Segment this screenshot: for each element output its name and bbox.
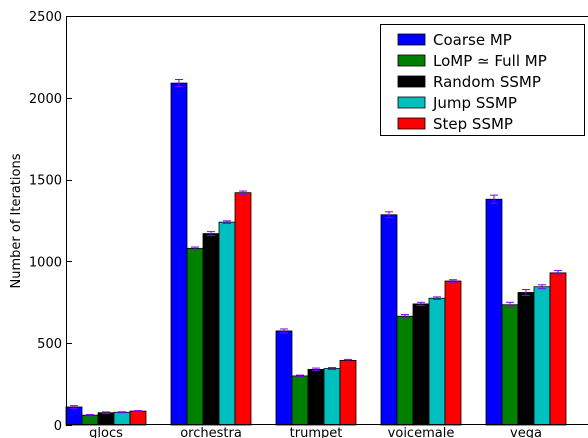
bar xyxy=(501,304,519,426)
x-axis: glocs orchestra trumpet voicemale vega xyxy=(89,420,542,438)
legend-label: Step SSMP xyxy=(433,115,513,133)
bar xyxy=(412,303,430,426)
bar xyxy=(533,286,551,426)
bar xyxy=(444,280,462,426)
legend-swatch xyxy=(397,96,426,109)
y-tick-label: 500 xyxy=(37,337,62,352)
bar xyxy=(81,414,99,426)
bar xyxy=(323,368,341,426)
legend-label: Coarse MP xyxy=(433,31,512,49)
bar xyxy=(517,292,535,426)
legend-swatch xyxy=(397,75,426,88)
y-tick-label: 1000 xyxy=(29,255,62,270)
bar xyxy=(170,82,188,426)
bar xyxy=(291,375,309,426)
legend-swatch xyxy=(397,117,426,130)
legend-label: Random SSMP xyxy=(433,73,541,91)
y-tick-label: 0 xyxy=(54,419,62,434)
y-tick-label: 2500 xyxy=(29,10,62,25)
bar xyxy=(396,315,414,426)
y-tick-label: 2000 xyxy=(29,92,62,107)
x-tick-label: glocs xyxy=(89,426,123,438)
bar xyxy=(202,233,220,426)
legend: Coarse MP LoMP ≃ Full MP Random SSMP Jump S… xyxy=(380,24,585,136)
bar xyxy=(129,410,147,426)
bar xyxy=(65,406,83,426)
x-tick-label: trumpet xyxy=(290,426,343,438)
y-tick-label: 1500 xyxy=(29,174,62,189)
legend-label: Jump SSMP xyxy=(432,94,517,112)
error-bars-layer xyxy=(70,78,562,417)
bar xyxy=(380,214,398,426)
legend-label: LoMP ≃ Full MP xyxy=(433,52,547,70)
bar xyxy=(549,272,567,426)
bar xyxy=(339,359,357,426)
bar xyxy=(428,297,446,426)
legend-swatch xyxy=(397,33,426,46)
bar xyxy=(275,330,293,426)
bars-layer xyxy=(65,82,567,426)
bar xyxy=(113,411,131,426)
bar xyxy=(307,368,325,426)
bar xyxy=(234,192,252,426)
bar xyxy=(485,198,503,426)
bar xyxy=(186,247,204,426)
bar xyxy=(218,221,236,426)
x-tick-label: voicemale xyxy=(388,426,455,438)
x-tick-label: orchestra xyxy=(180,426,242,438)
y-axis: 0 500 1000 1500 2000 2500 xyxy=(29,10,72,434)
y-axis-label: Number of Iterations xyxy=(9,153,24,288)
x-tick-label: vega xyxy=(510,426,542,438)
plot-frame xyxy=(66,16,588,425)
legend-swatch xyxy=(397,54,426,67)
